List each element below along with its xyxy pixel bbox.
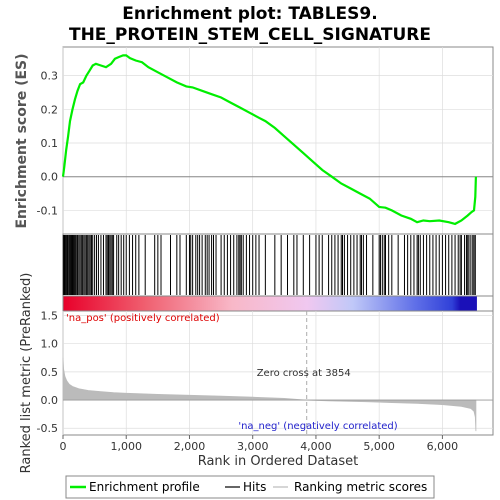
es-gridlines [62, 47, 493, 234]
negative-correlation-label: 'na_neg' (negatively correlated) [238, 421, 397, 432]
legend-frame [65, 475, 435, 499]
metric-panel: Zero cross at 3854 'na_pos' (positively … [37, 310, 494, 436]
metric-tick-label: 1.5 [41, 310, 59, 323]
x-tick-label: 6,000 [427, 440, 459, 453]
legend-hits-label: Hits [243, 480, 266, 494]
es-tick-label: 0.2 [41, 103, 59, 116]
chart-title-line1: Enrichment plot: TABLES9. [122, 4, 377, 24]
x-axis-title: Rank in Ordered Dataset [198, 454, 359, 469]
es-tick-label: 0.0 [41, 171, 59, 184]
x-tick-label: 4,000 [300, 440, 332, 453]
hits-panel-frame [62, 233, 494, 297]
metric-axis-title: Ranked list metric (PreRanked) [19, 273, 34, 474]
metric-tick-labels: 1.5 1.0 0.5 0.0 -0.5 [37, 310, 58, 436]
es-tick-labels: 0.0 0.1 0.2 0.3 -0.1 [37, 70, 58, 218]
x-tick-label: 3,000 [237, 440, 269, 453]
hits-panel [62, 233, 494, 297]
positive-correlation-label: 'na_pos' (positively correlated) [66, 313, 220, 324]
legend-enrichment-label: Enrichment profile [89, 480, 200, 494]
ranking-metric-area [62, 357, 477, 432]
metric-tick-label: 1.0 [41, 338, 59, 351]
color-band-bar [63, 296, 477, 311]
es-panel: 0.0 0.1 0.2 0.3 -0.1 [37, 46, 494, 235]
metric-tick-label: 0.5 [41, 366, 59, 379]
hit-marks [62, 235, 476, 295]
ranking-color-band [62, 295, 494, 312]
es-tick-label: 0.1 [41, 137, 59, 150]
zero-cross-label: Zero cross at 3854 [257, 368, 351, 379]
x-tick-label: 0 [60, 440, 67, 453]
x-tick-label: 1,000 [110, 440, 142, 453]
es-panel-frame [62, 46, 494, 235]
metric-panel-frame [62, 310, 494, 436]
es-tick-label: -0.1 [37, 204, 58, 217]
x-axis-ticks: 0 1,000 2,000 3,000 4,000 5,000 6,000 [60, 435, 459, 453]
x-tick-label: 2,000 [174, 440, 206, 453]
legend-metric-label: Ranking metric scores [294, 480, 427, 494]
legend: Enrichment profile Hits Ranking metric s… [65, 475, 435, 499]
x-tick-label: 5,000 [363, 440, 395, 453]
metric-tick-label: 0.0 [41, 394, 59, 407]
metric-tick-label: -0.5 [37, 422, 58, 435]
chart-title-line2: THE_PROTEIN_STEM_CELL_SIGNATURE [69, 25, 431, 45]
es-tick-label: 0.3 [41, 70, 59, 83]
es-axis-title: Enrichment score (ES) [14, 53, 30, 228]
enrichment-profile-line [61, 54, 477, 226]
